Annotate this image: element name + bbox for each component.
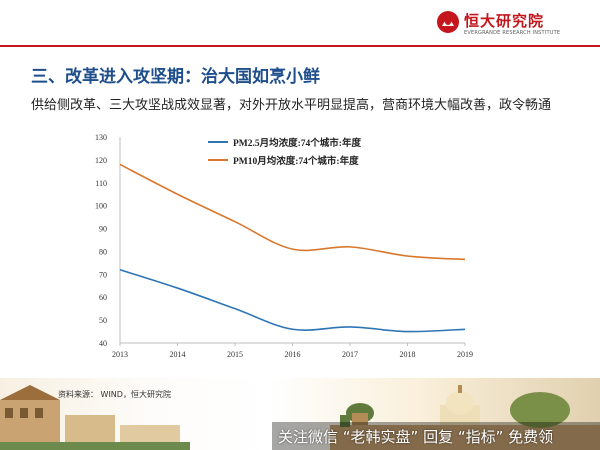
legend-label: PM10月均浓度:74个城市:年度 (233, 155, 359, 167)
series-line-pm10 (119, 163, 466, 261)
y-tick-label: 110 (95, 179, 107, 188)
y-tick-label: 130 (95, 133, 107, 142)
x-tick-label: 2015 (227, 350, 243, 359)
brand-logo: 恒大研究院 EVERGRANDE RESEARCH INSTITUTE (436, 10, 586, 40)
page-subtitle: 供给侧改革、三大攻坚战成效显著，对外开放水平明显提高，营商环境大幅改善，政令畅通 (31, 98, 552, 113)
legend-label: PM2.5月均浓度:74个城市:年度 (233, 137, 361, 149)
x-tick-label: 2018 (400, 350, 416, 359)
landmark-illustration-icon (330, 385, 600, 450)
y-tick-label: 90 (99, 225, 107, 234)
evergrande-logo-icon (437, 11, 459, 33)
series-line-pm25 (119, 268, 466, 333)
line-chart: 40 50 60 70 80 90 100 110 120 130 2013 2014 2015 2016… (95, 133, 473, 359)
brand-subname: EVERGRANDE RESEARCH INSTITUTE (464, 30, 561, 36)
y-tick-label: 40 (99, 339, 107, 348)
x-tick-label: 2013 (112, 350, 128, 359)
brand-name: 恒大研究院 (464, 12, 545, 30)
source-note: 资料来源： WIND，恒大研究院 (58, 390, 171, 399)
page-title: 三、改革进入攻坚期：治大国如烹小鲜 (31, 67, 320, 87)
y-tick-label: 100 (95, 202, 107, 211)
x-tick-label: 2014 (170, 350, 186, 359)
x-tick-label: 2019 (457, 350, 473, 359)
y-tick-label: 50 (99, 316, 107, 325)
watermark-bar (272, 422, 600, 450)
x-tick-label: 2016 (285, 350, 301, 359)
header-divider (0, 45, 600, 47)
wechat-watermark: 关注微信 “老韩实盘” 回复 “指标” 免费领 (278, 428, 554, 446)
y-tick-label: 80 (99, 247, 107, 256)
y-tick-label: 120 (95, 156, 107, 165)
building-illustration-icon (0, 385, 190, 450)
x-tick-label: 2017 (342, 350, 358, 359)
y-tick-label: 70 (99, 270, 107, 279)
y-tick-label: 60 (99, 293, 107, 302)
